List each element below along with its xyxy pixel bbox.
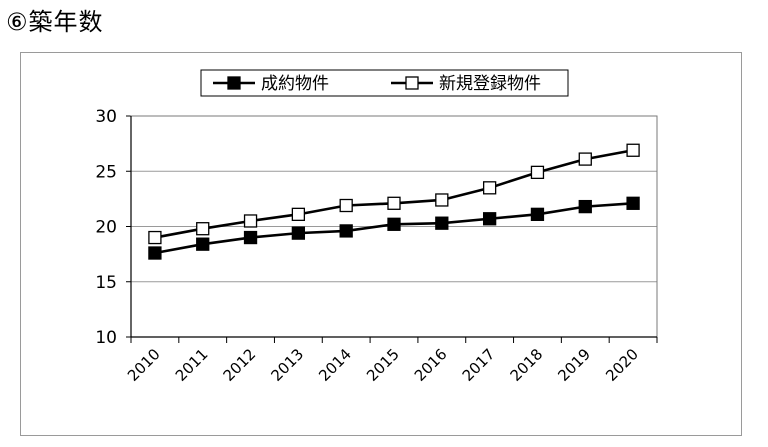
y-tick-label: 20 (95, 218, 117, 238)
x-tick-label: 2018 (507, 345, 547, 385)
data-point (435, 193, 449, 207)
x-tick-label: 2011 (172, 345, 212, 385)
data-point (339, 224, 353, 238)
x-tick-label: 2012 (220, 345, 260, 385)
y-axis-tick-labels: 10 15 20 25 30 (95, 107, 117, 348)
data-point (243, 214, 258, 228)
data-point (148, 230, 162, 245)
legend-marker (405, 76, 419, 90)
x-axis-tick-labels: 2010 2011 2012 2013 2014 2015 2016 2017 2018 2019… (124, 345, 642, 385)
x-tick-label: 2014 (315, 345, 355, 385)
data-point (196, 222, 210, 236)
series-lines (148, 143, 640, 260)
x-tick-label: 2016 (411, 345, 451, 385)
chart-frame: 10 15 20 25 30 2010 2011 2012 2013 2014 2015 2016 2… (20, 52, 742, 436)
data-point (578, 199, 592, 214)
data-point (243, 230, 258, 245)
x-tick-label: 2017 (459, 345, 499, 385)
x-tick-label: 2015 (363, 345, 403, 385)
x-tick-label: 2019 (554, 345, 594, 385)
data-point (435, 216, 449, 230)
data-point (339, 198, 353, 213)
data-point (626, 143, 640, 157)
data-point (291, 207, 306, 221)
series-2 (148, 143, 640, 245)
data-point (196, 237, 210, 251)
series-1 (148, 196, 640, 260)
page-title: ⑥築年数 (6, 8, 104, 36)
y-tick-label: 25 (95, 162, 117, 182)
data-point (482, 212, 497, 226)
data-point (482, 181, 497, 195)
legend-box (200, 69, 569, 97)
legend: 成約物件 新規登録物件 (200, 69, 569, 97)
y-tick-label: 10 (95, 328, 117, 348)
data-point (387, 196, 401, 210)
x-tick-label: 2010 (124, 345, 164, 385)
data-point (530, 207, 545, 221)
legend-marker (227, 76, 241, 90)
axes (126, 115, 658, 343)
y-tick-label: 30 (95, 107, 117, 127)
data-point (530, 165, 545, 180)
data-point (291, 226, 306, 240)
data-point (626, 196, 640, 210)
legend-label: 新規登録物件 (439, 74, 541, 94)
y-tick-label: 15 (95, 273, 117, 293)
data-point (578, 152, 592, 166)
x-tick-label: 2020 (602, 345, 642, 385)
data-point (148, 246, 162, 260)
legend-label: 成約物件 (261, 74, 329, 94)
data-point (387, 217, 401, 231)
x-tick-label: 2013 (267, 345, 307, 385)
